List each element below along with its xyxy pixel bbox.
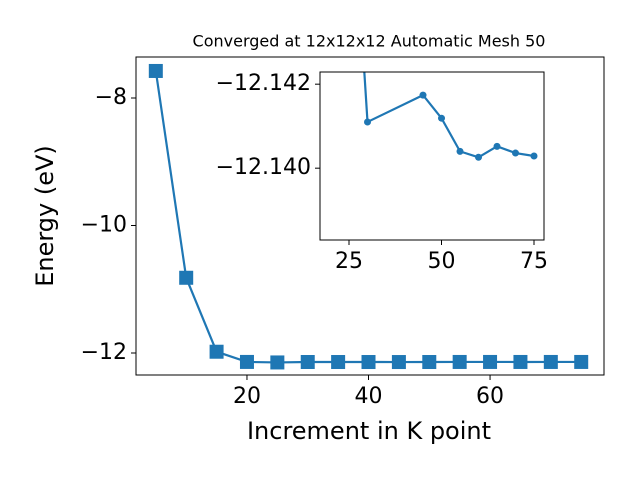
y-tick-label: −10 xyxy=(81,212,127,237)
y-tick-label: −8 xyxy=(95,85,127,110)
x-tick-label: 25 xyxy=(335,249,363,274)
marker xyxy=(331,355,346,370)
marker xyxy=(300,355,315,370)
marker xyxy=(452,354,467,369)
marker xyxy=(364,118,372,126)
y-axis-label: Energy (eV) xyxy=(31,145,59,287)
marker xyxy=(391,355,406,370)
axes-frame xyxy=(135,56,605,376)
x-axis-label: Increment in K point xyxy=(247,417,491,445)
marker xyxy=(483,354,498,369)
marker xyxy=(513,354,528,369)
plot xyxy=(363,72,538,161)
y-tick-label: −12.140 xyxy=(216,155,311,180)
marker xyxy=(419,91,427,99)
x-tick-label: 40 xyxy=(355,384,383,409)
chart-title: Converged at 12x12x12 Automatic Mesh 50 xyxy=(193,32,546,51)
marker xyxy=(438,114,446,122)
x-tick-label: 20 xyxy=(233,384,261,409)
y-tick-label: −12.142 xyxy=(216,71,311,96)
y-tick-label: −12 xyxy=(81,340,127,365)
marker xyxy=(148,63,163,78)
marker xyxy=(270,355,285,370)
plot-area xyxy=(320,72,544,240)
marker xyxy=(422,355,437,370)
plot xyxy=(148,63,589,370)
marker xyxy=(493,142,501,150)
marker xyxy=(475,153,483,161)
marker xyxy=(512,149,520,157)
marker xyxy=(361,355,376,370)
marker xyxy=(239,354,254,369)
marker xyxy=(543,354,558,369)
x-tick-label: 75 xyxy=(520,249,548,274)
marker xyxy=(574,354,589,369)
axes-frame xyxy=(319,71,545,241)
marker xyxy=(179,270,194,285)
marker xyxy=(530,152,538,160)
marker xyxy=(209,344,224,359)
x-tick-label: 60 xyxy=(476,384,504,409)
marker xyxy=(456,147,464,155)
x-tick-label: 50 xyxy=(428,249,456,274)
